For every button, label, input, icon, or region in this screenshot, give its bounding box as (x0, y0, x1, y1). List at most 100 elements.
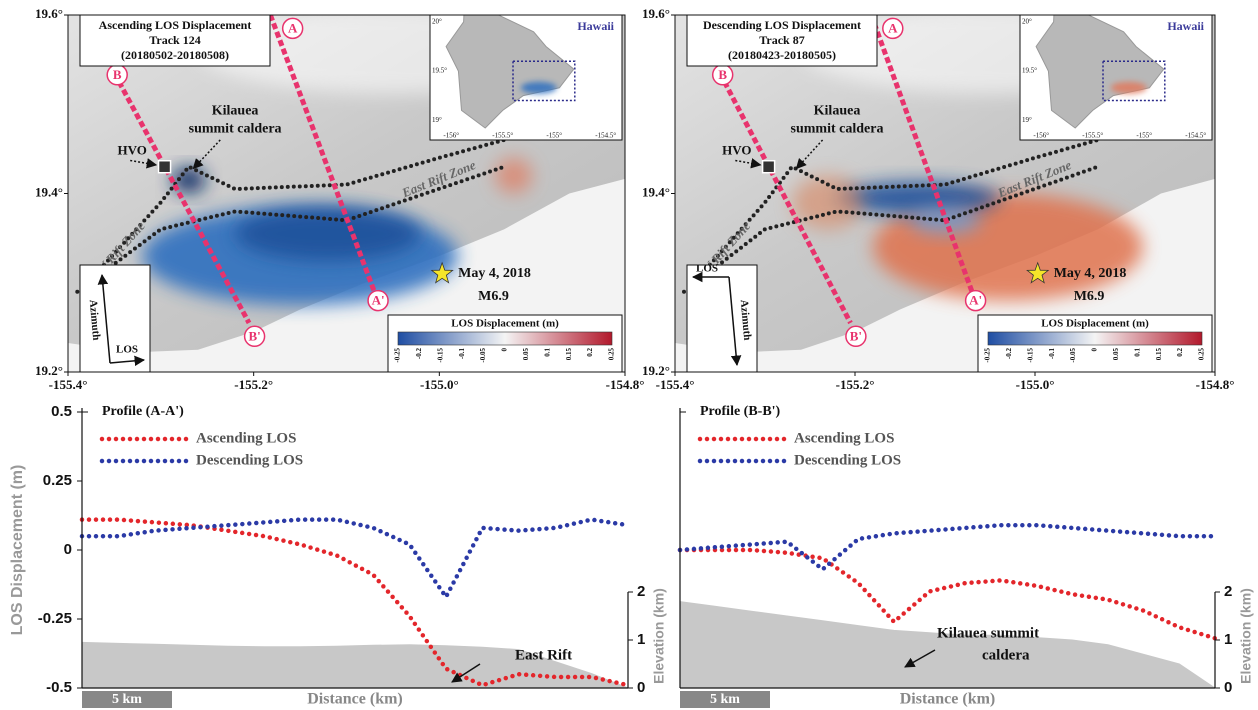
chart-title: Profile (A-A') (102, 404, 184, 419)
map-title: (20180502-20180508) (121, 48, 229, 62)
event-magnitude: M6.9 (1074, 289, 1105, 304)
colorbar-tick-label: 0.15 (565, 348, 573, 361)
inset-x-tick-label: -155° (1136, 132, 1152, 140)
profile-end-label: B' (248, 328, 260, 343)
y2-tick-label: 1 (1224, 631, 1232, 648)
hvo-label: HVO (722, 143, 751, 158)
inset-x-tick-label: -156° (1033, 132, 1049, 140)
y2-axis-label: Elevation (km) (651, 588, 667, 684)
inset-y-tick-label: 20° (1022, 18, 1032, 26)
map-x-tick-label: -154.8° (606, 377, 645, 392)
map-title: (20180423-20180505) (728, 48, 836, 62)
annotation: East Rift (515, 647, 572, 663)
legend-label: Ascending LOS (794, 430, 894, 446)
colorbar-tick-label: 0.05 (522, 348, 530, 361)
map-x-tick-label: -154.8° (1196, 377, 1235, 392)
map-y-tick-label: 19.4° (35, 184, 63, 199)
y-axis-label: LOS Displacement (m) (9, 465, 26, 636)
map-y-tick-label: 19.4° (642, 184, 670, 199)
los-label: LOS (116, 344, 138, 356)
x-axis-label: Distance (km) (900, 691, 996, 708)
legend-label: Descending LOS (794, 452, 901, 468)
profile-end-label: B' (850, 328, 862, 343)
y-tick-label: 0.5 (51, 403, 72, 420)
inset-title: Hawaii (577, 19, 614, 33)
colorbar (398, 332, 612, 345)
colorbar-tick-label: 0.1 (543, 348, 551, 357)
map-x-tick-label: -155.0° (1016, 377, 1055, 392)
y-tick-label: -0.25 (38, 610, 72, 627)
colorbar (988, 332, 1202, 345)
inset-field (521, 82, 557, 94)
colorbar-title: LOS Displacement (m) (1041, 318, 1149, 330)
elevation-fill (680, 602, 1215, 688)
figure: SW Rift ZoneEast Rift ZoneAA'BB'HVOKilau… (0, 0, 1258, 710)
profile-end-label: B (113, 67, 122, 82)
colorbar-tick-label: -0.25 (394, 348, 402, 363)
profile-end-label: A' (372, 293, 385, 308)
inset-y-tick-label: 19.5° (1022, 67, 1037, 75)
colorbar-tick-label: -0.1 (458, 348, 466, 360)
profile-end-label: A' (969, 293, 982, 308)
y-tick-label: 0 (64, 541, 72, 558)
colorbar-tick-label: -0.25 (984, 348, 992, 363)
caldera-label: Kilauea (212, 104, 259, 119)
caldera-label: summit caldera (791, 121, 884, 136)
map-x-tick-label: -155.2° (836, 377, 875, 392)
colorbar-tick-label: 0 (1091, 348, 1099, 352)
colorbar-tick-label: 0 (501, 348, 509, 352)
colorbar-tick-label: 0.25 (1198, 348, 1206, 361)
map-y-tick-label: 19.6° (35, 6, 63, 21)
y2-tick-label: 2 (637, 583, 645, 600)
inset-x-tick-label: -154.5° (595, 132, 616, 140)
y2-tick-label: 0 (1224, 679, 1232, 696)
y2-tick-label: 1 (637, 631, 645, 648)
hvo-marker (159, 161, 171, 173)
page: { "maps": [ { "title": ["Ascending LOS D… (0, 0, 1258, 710)
inset-y-tick-label: 19.5° (432, 67, 447, 75)
map-title: Ascending LOS Displacement (99, 18, 252, 32)
colorbar-title: LOS Displacement (m) (451, 318, 559, 330)
hvo-marker (763, 161, 775, 173)
profile-end-label: A (288, 20, 298, 35)
map-x-tick-label: -155.4° (49, 377, 88, 392)
inset-x-tick-label: -154.5° (1185, 132, 1206, 140)
displacement-field (495, 158, 532, 194)
inset-x-tick-label: -155° (546, 132, 562, 140)
inset-y-tick-label: 19° (432, 116, 442, 124)
colorbar-tick-label: 0.2 (586, 348, 594, 357)
inset-y-tick-label: 19° (1022, 116, 1032, 124)
scale-bar-label: 5 km (112, 692, 142, 707)
event-date: May 4, 2018 (458, 266, 531, 281)
hvo-label: HVO (118, 143, 147, 158)
colorbar-tick-label: 0.1 (1133, 348, 1141, 357)
inset-x-tick-label: -156° (443, 132, 459, 140)
los-label: LOS (696, 263, 718, 275)
map-title: Track 124 (149, 33, 200, 47)
map-title: Descending LOS Displacement (703, 18, 861, 32)
legend-label: Ascending LOS (196, 430, 296, 446)
inset-x-tick-label: -155.5° (492, 132, 513, 140)
caldera-label: summit caldera (189, 121, 282, 136)
scale-bar-label: 5 km (710, 692, 740, 707)
map-y-tick-label: 19.6° (642, 6, 670, 21)
legend-label: Descending LOS (196, 452, 303, 468)
colorbar-tick-label: -0.15 (1026, 348, 1034, 363)
map-x-tick-label: -155.0° (420, 377, 459, 392)
colorbar-tick-label: -0.15 (436, 348, 444, 363)
colorbar-tick-label: 0.05 (1112, 348, 1120, 361)
displacement-line (680, 525, 1215, 569)
y2-tick-label: 0 (637, 679, 645, 696)
inset-title: Hawaii (1167, 19, 1204, 33)
y-tick-label: -0.5 (46, 679, 72, 696)
y-tick-label: 0.25 (43, 472, 72, 489)
inset-x-tick-label: -155.5° (1082, 132, 1103, 140)
annotation: caldera (982, 647, 1030, 663)
inset-field (1111, 82, 1147, 94)
map-x-tick-label: -155.2° (234, 377, 273, 392)
profile-end-label: B (718, 67, 727, 82)
map-panel: SW Rift ZoneEast Rift ZoneAA'BB'HVOKilau… (630, 0, 1258, 372)
colorbar-tick-label: -0.2 (1005, 348, 1013, 360)
y2-axis-label: Elevation (km) (1238, 588, 1254, 684)
